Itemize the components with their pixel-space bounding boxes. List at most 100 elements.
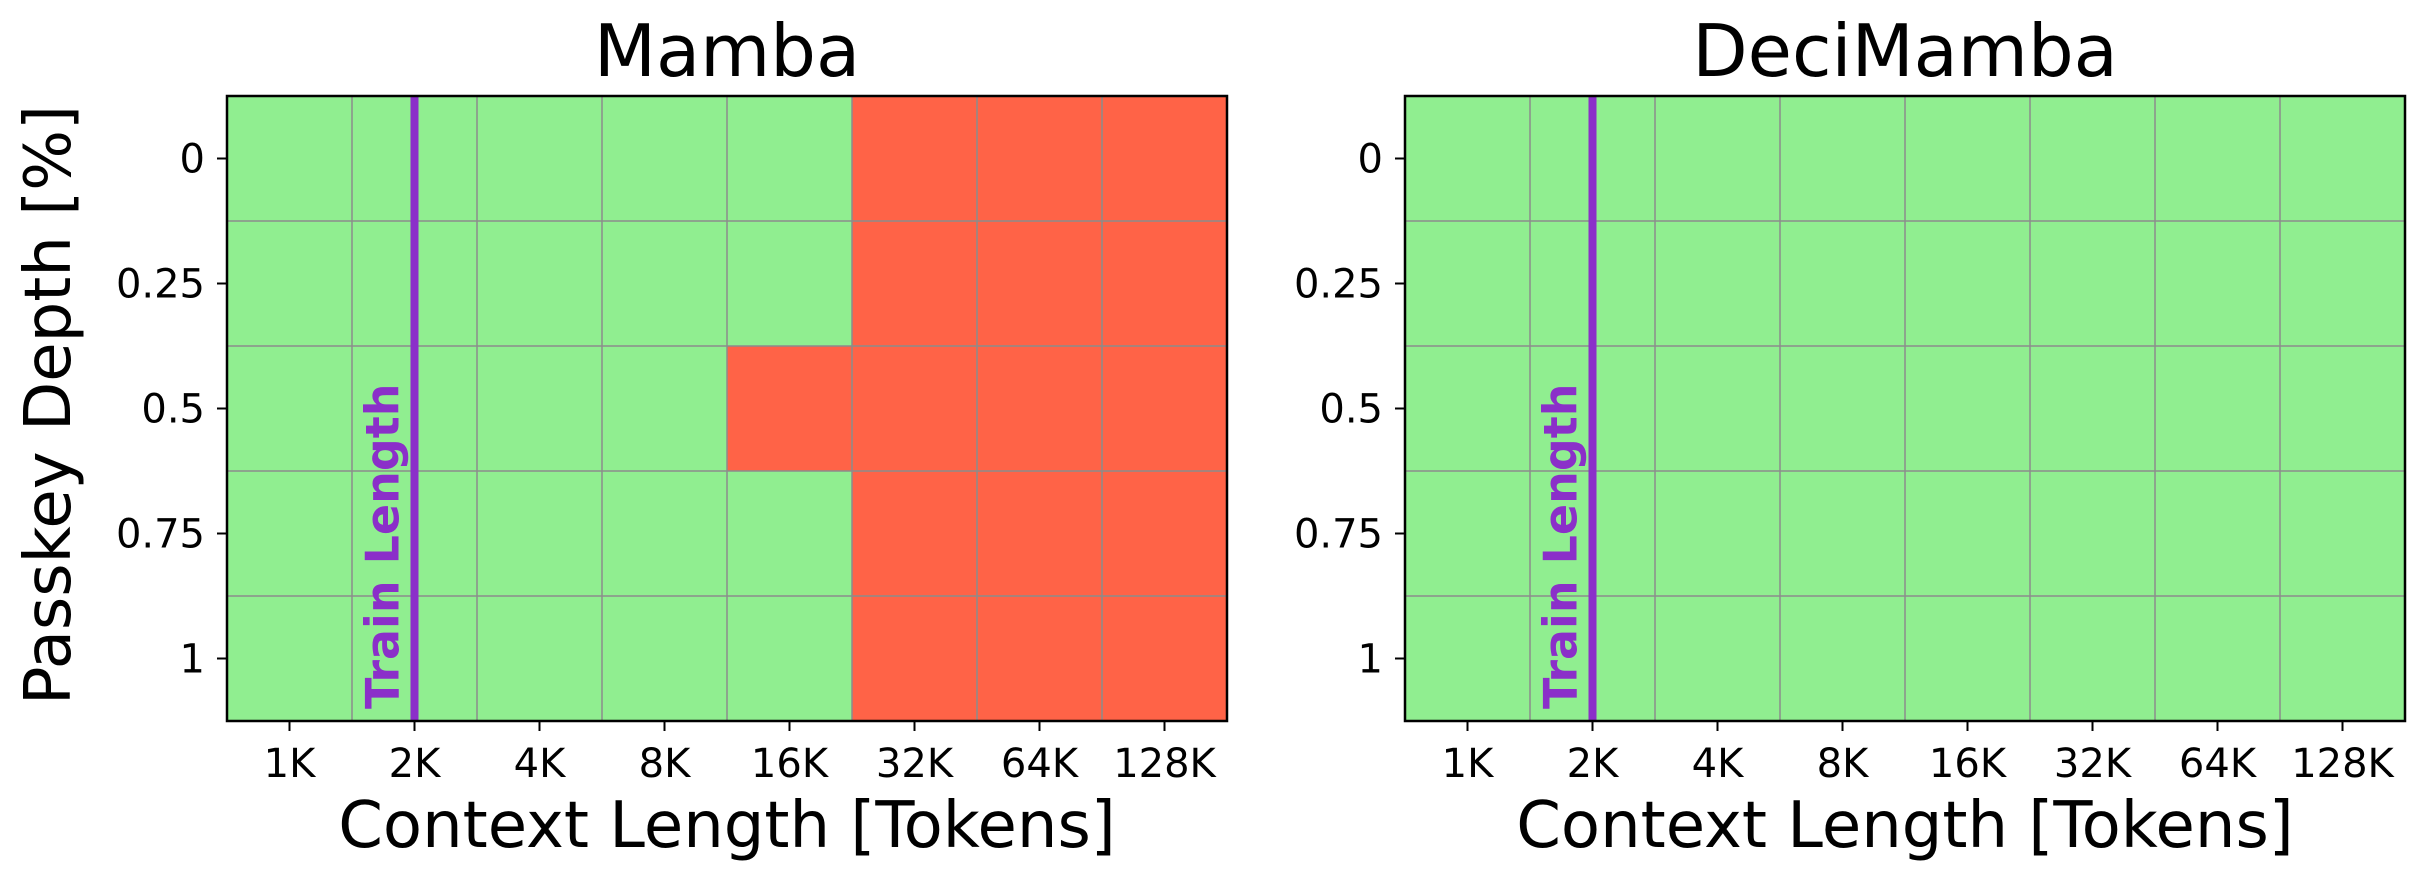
decimamba-heatmap-cell [1405, 221, 1530, 346]
mamba-heatmap-cell [977, 596, 1102, 721]
mamba-x-tick-label: 32K [876, 741, 955, 787]
mamba-heatmap-cell [1102, 221, 1227, 346]
decimamba-x-tick-label: 2K [1567, 741, 1620, 787]
decimamba-heatmap-cell [2030, 596, 2155, 721]
mamba-heatmap-cell [977, 221, 1102, 346]
decimamba-heatmap-cell [2280, 596, 2405, 721]
mamba-heatmap-cell [602, 471, 727, 596]
mamba-x-axis-label: Context Length [Tokens] [338, 789, 1116, 863]
decimamba-heatmap-cell [1780, 346, 1905, 471]
mamba-heatmap-cell [852, 471, 977, 596]
mamba-heatmap-cell [227, 471, 352, 596]
mamba-heatmap-cell [1102, 596, 1227, 721]
mamba-heatmap-cell [1102, 471, 1227, 596]
decimamba-heatmap-cell [1780, 221, 1905, 346]
mamba-train-length-label: Train Length [356, 383, 410, 709]
decimamba-y-tick-label: 0.25 [1294, 262, 1383, 308]
mamba-heatmap-cell [227, 221, 352, 346]
decimamba-heatmap-cell [1905, 596, 2030, 721]
mamba-heatmap-cell [477, 471, 602, 596]
decimamba-heatmap-cell [2030, 471, 2155, 596]
mamba-y-axis-label: Passkey Depth [%] [12, 105, 86, 705]
mamba-heatmap-cell [602, 346, 727, 471]
decimamba-x-axis-label: Context Length [Tokens] [1516, 789, 2294, 863]
mamba-heatmap-cell [602, 96, 727, 221]
decimamba-x-tick-label: 8K [1817, 741, 1870, 787]
decimamba-heatmap-cell [1780, 471, 1905, 596]
mamba-heatmap-cell [977, 346, 1102, 471]
mamba-heatmap-cell [977, 96, 1102, 221]
mamba-heatmap-cell [727, 471, 852, 596]
decimamba-heatmap-cell [2280, 96, 2405, 221]
decimamba-panel: DeciMamba Context Length [Tokens] Train … [1294, 9, 2407, 863]
decimamba-heatmap-cell [2155, 596, 2280, 721]
mamba-x-tick-label: 8K [639, 741, 692, 787]
decimamba-heatmap-cell [1905, 471, 2030, 596]
mamba-heatmap-cell [727, 596, 852, 721]
mamba-y-tick-label: 0.5 [141, 387, 205, 433]
mamba-heatmap-cell [227, 96, 352, 221]
decimamba-x-tick-label: 4K [1692, 741, 1745, 787]
decimamba-heatmap-cell [2155, 221, 2280, 346]
mamba-heatmap-cell [727, 221, 852, 346]
mamba-heatmap-cell [1102, 346, 1227, 471]
decimamba-heatmap-cell [1405, 596, 1530, 721]
decimamba-heatmap-cell [2280, 471, 2405, 596]
mamba-x-tick-label: 16K [751, 741, 830, 787]
mamba-heatmap-cell [977, 471, 1102, 596]
mamba-heatmap-cell [852, 346, 977, 471]
decimamba-heatmap-cell [2155, 346, 2280, 471]
mamba-title: Mamba [594, 9, 860, 93]
mamba-heatmap-cell [852, 596, 977, 721]
decimamba-heatmap-cell [2280, 346, 2405, 471]
mamba-x-tick-label: 4K [514, 741, 567, 787]
decimamba-heatmap-cell [1405, 471, 1530, 596]
mamba-heatmap-cell [227, 346, 352, 471]
decimamba-heatmap-cell [1780, 596, 1905, 721]
decimamba-y-tick-label: 0 [1358, 137, 1383, 183]
decimamba-x-tick-label: 64K [2179, 741, 2258, 787]
mamba-y-tick-label: 0.75 [116, 512, 205, 558]
mamba-x-tick-label: 128K [1113, 741, 1217, 787]
mamba-y-tick-label: 0 [180, 137, 205, 183]
mamba-panel: Mamba Context Length [Tokens] Passkey De… [12, 9, 1229, 863]
mamba-heatmap-cell [602, 221, 727, 346]
mamba-heatmap-cell [477, 596, 602, 721]
mamba-heatmap-cell [477, 96, 602, 221]
decimamba-heatmap-cell [1405, 96, 1530, 221]
mamba-heatmap-cell [852, 96, 977, 221]
decimamba-x-tick-label: 1K [1442, 741, 1495, 787]
mamba-heatmap-cell [727, 346, 852, 471]
mamba-x-tick-label: 1K [264, 741, 317, 787]
mamba-heatmap-cell [727, 96, 852, 221]
decimamba-title: DeciMamba [1692, 9, 2118, 93]
decimamba-heatmap-cell [1655, 221, 1780, 346]
decimamba-train-length-label: Train Length [1534, 383, 1588, 709]
decimamba-heatmap-cell [2280, 221, 2405, 346]
mamba-heatmap-cell [477, 221, 602, 346]
mamba-y-tick-label: 0.25 [116, 262, 205, 308]
decimamba-heatmap-cell [1905, 96, 2030, 221]
decimamba-x-tick-label: 32K [2054, 741, 2133, 787]
decimamba-heatmap-cell [1655, 471, 1780, 596]
mamba-heatmap-cell [852, 221, 977, 346]
mamba-heatmap-cell [477, 346, 602, 471]
mamba-x-tick-label: 2K [389, 741, 442, 787]
decimamba-heatmap-cell [2030, 221, 2155, 346]
mamba-heatmap-cell [1102, 96, 1227, 221]
decimamba-heatmap-cell [1655, 96, 1780, 221]
decimamba-heatmap-cell [1405, 346, 1530, 471]
decimamba-heatmap-cell [1905, 221, 2030, 346]
decimamba-x-tick-label: 16K [1929, 741, 2008, 787]
decimamba-heatmap-cell [1655, 596, 1780, 721]
decimamba-heatmap-cell [1780, 96, 1905, 221]
decimamba-heatmap-cell [1655, 346, 1780, 471]
decimamba-y-tick-label: 0.75 [1294, 512, 1383, 558]
decimamba-heatmap-cell [2030, 346, 2155, 471]
decimamba-heatmap-cell [2030, 96, 2155, 221]
decimamba-x-tick-label: 128K [2291, 741, 2395, 787]
decimamba-y-tick-label: 1 [1358, 637, 1383, 683]
decimamba-heatmap-cell [2155, 471, 2280, 596]
mamba-y-tick-label: 1 [180, 637, 205, 683]
